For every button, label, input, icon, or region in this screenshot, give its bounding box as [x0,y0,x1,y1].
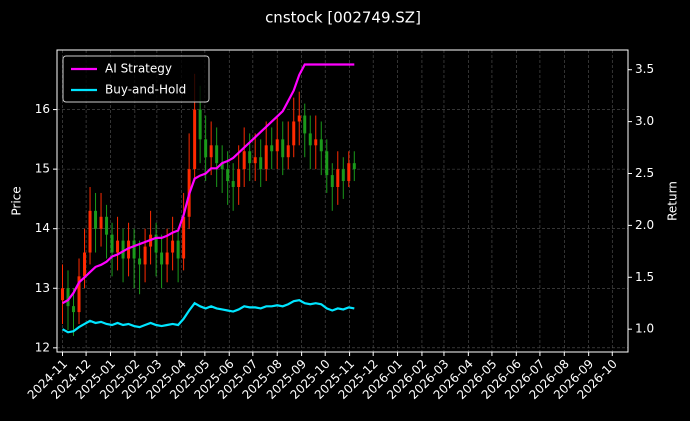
candle-body [66,288,70,307]
plot-frame [56,49,629,353]
candle-body [138,258,142,265]
candle-body [154,234,158,253]
candle-body [77,276,81,313]
candle-body [198,109,202,140]
y-axis-label: Price [10,186,24,215]
candle-body [127,240,131,259]
candle-body [341,169,345,182]
candle-body [110,234,114,253]
candle-body [143,246,147,265]
candle-body [308,133,312,146]
candle-body [88,210,92,253]
candle-body [352,163,356,170]
y2-tick-label: 2.5 [635,166,654,180]
candle-body [116,240,120,253]
candle-body [99,216,103,229]
candle-body [176,240,180,259]
series-line [61,298,355,334]
candle-body [286,145,290,158]
candle-body [204,139,208,158]
candle-body [275,139,279,152]
candle-body [319,139,323,152]
y2-tick-label: 1.5 [635,270,654,284]
legend-label: AI Strategy [105,62,172,76]
candle-body [121,240,125,259]
candle-body [193,109,197,170]
candle-body [209,145,213,158]
candle-body [165,252,169,265]
y-tick-label: 13 [35,281,50,295]
candle-body [248,151,252,164]
candle-body [226,169,230,182]
candle-body [231,181,235,188]
candle-body [314,139,318,146]
candle-body [270,145,274,152]
y2-axis-label: Return [666,181,680,221]
legend-box [62,55,210,103]
candle-body [61,288,65,301]
candle-body [303,115,307,134]
candle-body [83,252,87,277]
candle-body [171,240,175,253]
candle-body [215,145,219,164]
candle-body [347,163,351,182]
y-tick-label: 12 [35,340,50,354]
candle-body [325,151,329,176]
legend-label: Buy-and-Hold [105,83,186,97]
candle-body [259,157,263,170]
candle-body [220,163,224,170]
candle-body [330,175,334,188]
candle-body [182,216,186,259]
y-tick-label: 14 [35,221,50,235]
candle-body [242,151,246,170]
candle-body [264,145,268,170]
candle-body [336,169,340,188]
candle-body [94,210,98,229]
candle-body [253,157,257,164]
candle-body [72,306,76,313]
candle-body [105,216,109,235]
candle-body [297,115,301,122]
chart-title: cnstock [002749.SZ] [265,9,421,27]
y2-tick-label: 3.5 [635,62,654,76]
y-tick-label: 15 [35,162,50,176]
y2-tick-label: 1.0 [635,322,654,336]
series-line [61,63,355,305]
y2-tick-label: 2.0 [635,218,654,232]
candle-body [281,139,285,158]
candle-body [292,121,296,146]
candle-body [132,240,136,259]
y-tick-label: 16 [35,102,50,116]
y2-tick-label: 3.0 [635,114,654,128]
candle-body [160,252,164,265]
candle-body [237,169,241,188]
